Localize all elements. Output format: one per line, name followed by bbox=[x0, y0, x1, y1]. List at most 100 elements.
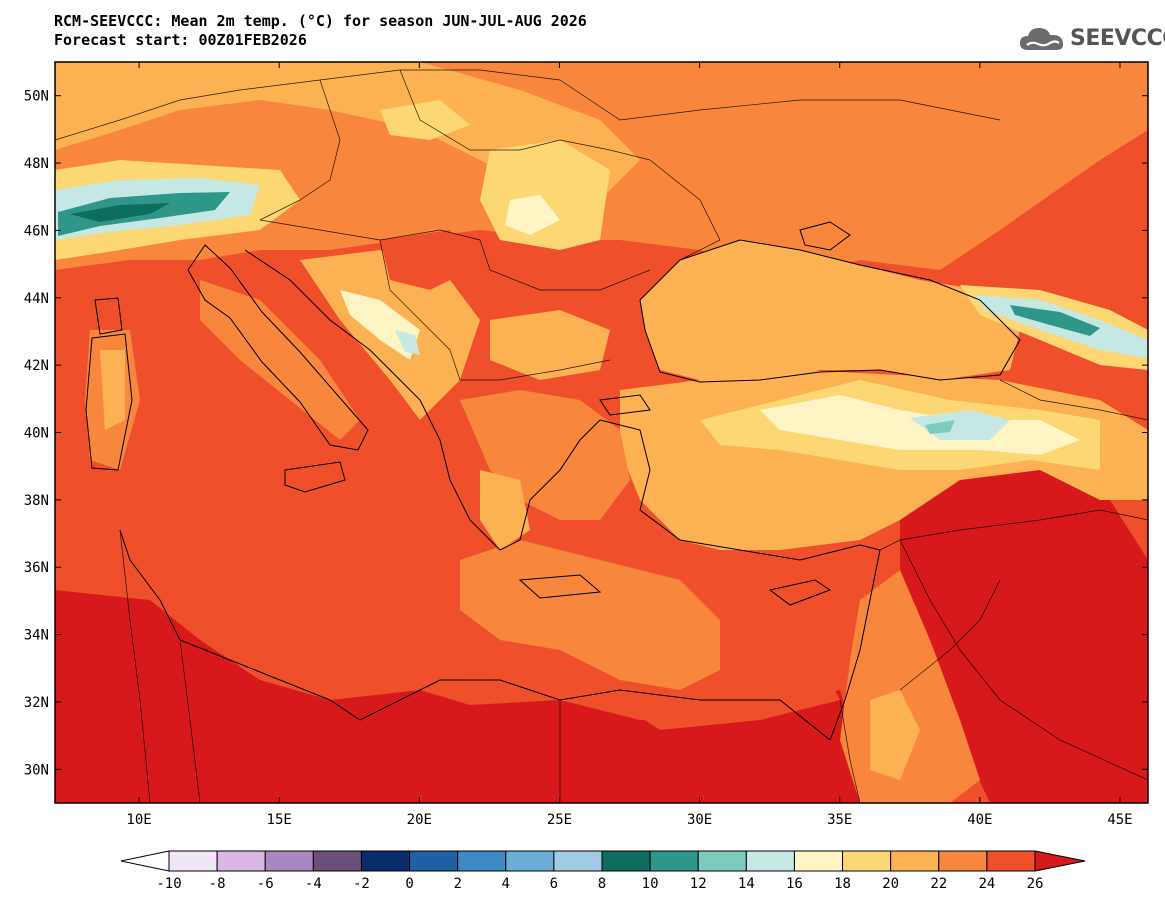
lon-tick-label: 40E bbox=[967, 812, 992, 828]
lon-tick-label: 15E bbox=[267, 812, 292, 828]
coast-crimea bbox=[799, 221, 851, 251]
field-sardinia-mild bbox=[100, 350, 125, 430]
colorbar-swatch bbox=[409, 850, 459, 872]
colorbar-label: 12 bbox=[690, 876, 707, 892]
lat-tick-label: 44N bbox=[24, 291, 49, 307]
lat-tick-label: 36N bbox=[24, 560, 49, 576]
field-egypt-coast bbox=[600, 680, 840, 730]
border-9 bbox=[559, 79, 1001, 121]
field-italy bbox=[200, 280, 360, 440]
colorbar-label: 16 bbox=[786, 876, 803, 892]
coastlines bbox=[85, 221, 1021, 741]
border-14 bbox=[839, 699, 861, 803]
border-2 bbox=[259, 79, 341, 221]
coast-levant bbox=[829, 549, 881, 741]
field-hungary-hot bbox=[380, 230, 470, 290]
field-black-sea bbox=[640, 240, 1020, 380]
lat-tick-label: 34N bbox=[24, 628, 49, 644]
field-dinaric-cold bbox=[395, 330, 420, 355]
colorbar-swatch bbox=[457, 850, 507, 872]
colorbar-swatch bbox=[697, 850, 747, 872]
title-line-1: RCM-SEEVCCC: Mean 2m temp. (°C) for seas… bbox=[54, 12, 587, 30]
lon-tick-label: 45E bbox=[1107, 812, 1132, 828]
colorbar-label: 10 bbox=[642, 876, 659, 892]
temperature-field bbox=[55, 62, 1148, 803]
field-east-med bbox=[460, 540, 720, 690]
logo-text: SEEVCCC bbox=[1070, 25, 1165, 51]
lat-tick-label: 32N bbox=[24, 695, 49, 711]
colorbar-label: 2 bbox=[453, 876, 461, 892]
title-line-2: Forecast start: 00Z01FEB2026 bbox=[54, 31, 307, 49]
field-dinaric-cool bbox=[340, 290, 420, 360]
border-12 bbox=[899, 539, 1148, 781]
colorbar-swatch bbox=[264, 850, 314, 872]
colorbar-label: 4 bbox=[502, 876, 510, 892]
colorbar-swatch bbox=[601, 850, 651, 872]
colorbar-swatch bbox=[216, 850, 266, 872]
longitude-axis: 10E 15E 20E 25E 30E 35E 40E 45E bbox=[126, 62, 1133, 828]
field-caucasus-core bbox=[1010, 305, 1100, 336]
field-poland bbox=[380, 100, 470, 140]
border-13 bbox=[899, 579, 1001, 691]
colorbar-label: 0 bbox=[405, 876, 413, 892]
border-1 bbox=[55, 69, 561, 141]
colorbar-swatch bbox=[842, 850, 892, 872]
lat-tick-label: 40N bbox=[24, 426, 49, 442]
colorbar-over-triangle bbox=[1034, 850, 1086, 872]
colorbar-swatch bbox=[986, 850, 1036, 872]
border-15 bbox=[119, 529, 151, 803]
colorbar-swatch bbox=[649, 850, 699, 872]
colorbar-label: 6 bbox=[550, 876, 558, 892]
colorbar-label: -2 bbox=[353, 876, 370, 892]
border-7 bbox=[460, 359, 611, 381]
colorbar-swatch bbox=[938, 850, 988, 872]
border-8 bbox=[649, 159, 721, 261]
field-romania-hot bbox=[480, 260, 640, 310]
border-16 bbox=[179, 639, 201, 803]
field-syria-iraq bbox=[900, 470, 1148, 803]
colorbar: -10 -8 -6 -4 -2 0 2 4 6 8 10 12 14 16 18 20 22 24 26 bbox=[120, 850, 1086, 892]
lon-tick-label: 30E bbox=[687, 812, 712, 828]
field-aegean bbox=[460, 390, 630, 520]
field-alps-peak bbox=[70, 203, 170, 222]
lon-tick-label: 20E bbox=[407, 812, 432, 828]
colorbar-swatch bbox=[360, 850, 411, 872]
lon-tick-label: 10E bbox=[126, 812, 151, 828]
coast-black-sea bbox=[639, 239, 1021, 383]
colorbar-label: 8 bbox=[598, 876, 606, 892]
coast-corsica bbox=[94, 297, 123, 335]
colorbar-swatch bbox=[793, 850, 844, 872]
lat-tick-label: 30N bbox=[24, 762, 49, 778]
colorbar-under-triangle bbox=[120, 850, 170, 872]
lat-tick-label: 46N bbox=[24, 223, 49, 239]
seevccc-logo: SEEVCCC bbox=[1018, 22, 1165, 54]
colorbar-label: 20 bbox=[882, 876, 899, 892]
colorbar-swatch bbox=[745, 850, 795, 872]
coast-turkey-south bbox=[679, 539, 881, 561]
colorbar-label: 22 bbox=[930, 876, 947, 892]
field-jordan-hills bbox=[870, 690, 920, 780]
colorbar-label: -4 bbox=[305, 876, 322, 892]
border-6 bbox=[379, 239, 461, 381]
field-anatolia-coldest bbox=[925, 420, 955, 434]
coast-turkey-west bbox=[599, 419, 681, 541]
coast-greece bbox=[419, 399, 601, 551]
lat-tick-label: 48N bbox=[24, 156, 49, 172]
coast-crete bbox=[518, 574, 602, 599]
lat-tick-label: 50N bbox=[24, 89, 49, 105]
field-bulgaria bbox=[490, 310, 610, 380]
lon-tick-label: 35E bbox=[827, 812, 852, 828]
border-5 bbox=[479, 239, 651, 291]
colorbar-label: 26 bbox=[1027, 876, 1044, 892]
latitude-axis: 50N 48N 46N 44N 42N 40N 38N 36N 34N 32N 30N bbox=[24, 89, 1148, 778]
country-borders bbox=[55, 69, 1148, 803]
colorbar-label: -6 bbox=[257, 876, 274, 892]
colorbar-swatch bbox=[505, 850, 555, 872]
coast-cyprus bbox=[768, 579, 832, 606]
field-carpathians-cool bbox=[505, 195, 560, 235]
lat-tick-label: 38N bbox=[24, 493, 49, 509]
colorbar-label: 14 bbox=[738, 876, 755, 892]
colorbar-label: -10 bbox=[156, 876, 181, 892]
coast-adriatic-east bbox=[244, 249, 421, 401]
cloud-icon bbox=[1020, 28, 1064, 50]
